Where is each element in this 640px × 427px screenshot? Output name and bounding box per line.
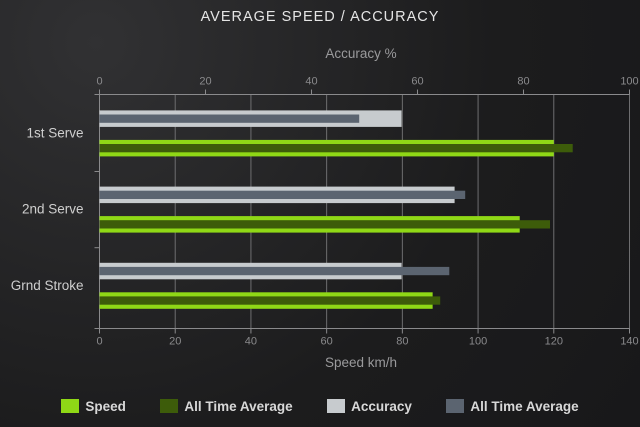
svg-text:60: 60 <box>411 76 423 88</box>
svg-text:120: 120 <box>545 336 563 348</box>
svg-text:0: 0 <box>96 76 102 88</box>
svg-text:100: 100 <box>620 76 638 88</box>
svg-text:100: 100 <box>469 336 487 348</box>
svg-text:80: 80 <box>517 76 529 88</box>
svg-text:20: 20 <box>199 76 211 88</box>
svg-text:Accuracy %: Accuracy % <box>325 46 396 61</box>
svg-text:40: 40 <box>245 336 257 348</box>
svg-text:2nd Serve: 2nd Serve <box>22 202 84 217</box>
svg-text:140: 140 <box>620 336 638 348</box>
svg-text:80: 80 <box>396 336 408 348</box>
svg-text:40: 40 <box>305 76 317 88</box>
svg-text:0: 0 <box>96 336 102 348</box>
svg-text:1st Serve: 1st Serve <box>26 125 83 140</box>
svg-text:20: 20 <box>169 336 181 348</box>
svg-text:Speed km/h: Speed km/h <box>325 355 397 370</box>
svg-text:Grnd Stroke: Grnd Stroke <box>11 278 84 293</box>
svg-text:60: 60 <box>321 336 333 348</box>
